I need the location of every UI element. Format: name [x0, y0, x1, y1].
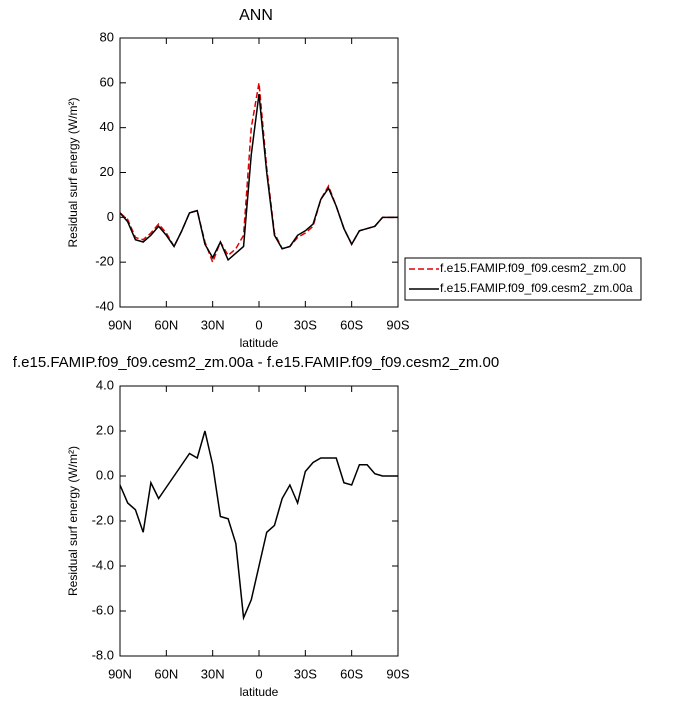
- y-tick-label: -8.0: [92, 647, 114, 662]
- x-tick-label: 60S: [340, 317, 363, 332]
- chart-title: f.e15.FAMIP.f09_f09.cesm2_zm.00a - f.e15…: [13, 354, 499, 371]
- x-tick-label: 60N: [154, 666, 178, 681]
- y-tick-label: 60: [100, 74, 114, 89]
- x-tick-label: 30S: [294, 666, 317, 681]
- x-tick-label: 90N: [108, 666, 132, 681]
- y-tick-label: 0.0: [96, 467, 114, 482]
- plot-frame: [119, 37, 399, 308]
- y-tick-label: 20: [100, 164, 114, 179]
- y-tick-label: 2.0: [96, 422, 114, 437]
- x-tick-label: 30S: [294, 317, 317, 332]
- y-tick-label: 0: [107, 209, 114, 224]
- data-line: [119, 93, 398, 262]
- y-tick-label: 80: [100, 29, 114, 44]
- y-tick-label: -40: [95, 298, 114, 313]
- y-axis-label: Residual surf energy (W/m²): [66, 97, 80, 247]
- y-tick-label: 40: [100, 119, 114, 134]
- x-tick-label: 30N: [201, 666, 225, 681]
- x-tick-label: 0: [255, 666, 262, 681]
- x-axis-label: latitude: [240, 336, 279, 350]
- x-tick-label: 60S: [340, 666, 363, 681]
- legend-label: f.e15.FAMIP.f09_f09.cesm2_zm.00: [440, 261, 626, 275]
- x-axis-label: latitude: [240, 685, 279, 699]
- y-tick-label: -4.0: [92, 557, 114, 572]
- data-line: [119, 430, 398, 621]
- y-tick-label: -20: [95, 254, 114, 269]
- plot-frame: [119, 385, 399, 657]
- y-tick-label: 4.0: [96, 377, 114, 392]
- x-tick-label: 90S: [386, 317, 409, 332]
- y-axis-label: Residual surf energy (W/m²): [66, 446, 80, 596]
- legend-label: f.e15.FAMIP.f09_f09.cesm2_zm.00a: [440, 281, 633, 295]
- y-tick-label: -6.0: [92, 602, 114, 617]
- x-tick-label: 0: [255, 317, 262, 332]
- x-tick-label: 60N: [154, 317, 178, 332]
- x-tick-label: 90S: [386, 666, 409, 681]
- y-tick-label: -2.0: [92, 512, 114, 527]
- x-tick-label: 30N: [201, 317, 225, 332]
- legend-frame: [404, 257, 642, 301]
- x-tick-label: 90N: [108, 317, 132, 332]
- chart-title: ANN: [239, 7, 273, 24]
